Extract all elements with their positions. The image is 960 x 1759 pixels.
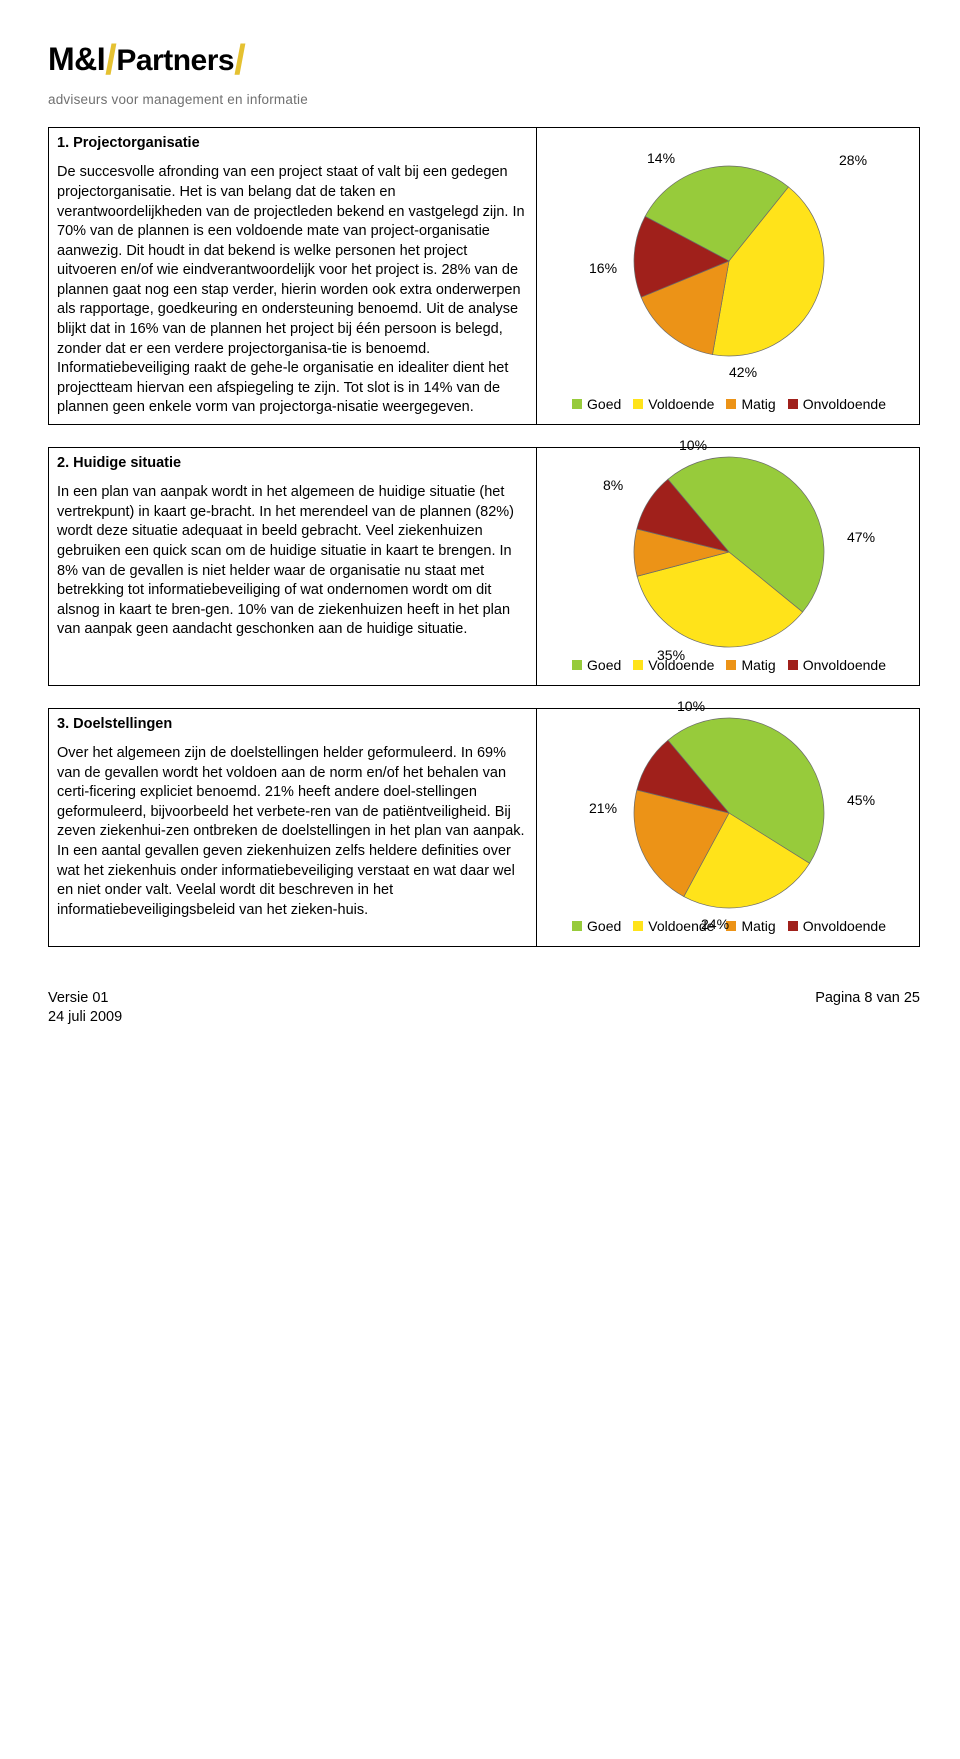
legend-item-goed: Goed [572,656,621,675]
page-footer: Versie 01 24 juli 2009 Pagina 8 van 25 [48,989,920,1028]
section-text-col: 2. Huidige situatie In een plan van aanpa… [49,448,537,685]
legend-item-onvoldoende: Onvoldoende [788,656,886,675]
logo-m: M [48,41,74,77]
logo-main: M&I/Partners/ [48,28,920,85]
section-chart-col: 45%24%21%10%GoedVoldoendeMatigOnvoldoend… [537,709,919,946]
logo-block: M&I/Partners/ adviseurs voor management … [48,28,920,109]
pie-label-matig: 16% [589,259,617,278]
footer-version: Versie 01 [48,989,122,1009]
legend-swatch-goed [572,921,582,931]
logo-slash: / [105,36,116,83]
section-title: 2. Huidige situatie [57,454,526,474]
pie-label-voldoende: 42% [729,363,757,382]
pie-label-onvoldoende: 10% [679,436,707,455]
legend-label-onvoldoende: Onvoldoende [803,917,886,936]
section-text-col: 3. Doelstellingen Over het algemeen zijn … [49,709,537,946]
logo-slash-2: / [234,36,245,83]
chart-legend: Goed Voldoende Matig Onvoldoende [543,391,915,420]
footer-left: Versie 01 24 juli 2009 [48,989,122,1028]
pie-label-voldoende: 35% [657,646,685,665]
legend-swatch-onvoldoende [788,660,798,670]
pie-wrap: 28% 42% 16% 14% [543,132,915,391]
section-chart-col: 47%35%8%10%GoedVoldoendeMatigOnvoldoende [537,448,919,685]
legend-label-goed: Goed [587,395,621,414]
legend-item-goed: Goed [572,917,621,936]
section-body: De succesvolle afronding van een project… [57,163,526,417]
legend-swatch-onvoldoende [788,399,798,409]
legend-swatch-matig [726,660,736,670]
page: M&I/Partners/ adviseurs voor management … [0,0,960,1052]
pie-chart: 45%24%21%10% [629,713,829,913]
legend-swatch-goed [572,660,582,670]
pie-label-voldoende: 24% [701,915,729,934]
pie-label-goed: 28% [839,151,867,170]
legend-item-matig: Matig [726,395,775,414]
legend-swatch-matig [726,399,736,409]
legend-swatch-voldoende [633,921,643,931]
chart-legend: GoedVoldoendeMatigOnvoldoende [543,652,915,681]
legend-swatch-goed [572,399,582,409]
legend-label-matig: Matig [741,917,775,936]
pie-wrap: 47%35%8%10% [543,452,915,652]
section-2: 2. Huidige situatie In een plan van aanpa… [48,447,920,686]
pie-wrap: 45%24%21%10% [543,713,915,913]
logo-partners: Partners [116,44,234,77]
section-body: In een plan van aanpak wordt in het alge… [57,483,526,640]
pie-label-onvoldoende: 14% [647,149,675,168]
legend-label-goed: Goed [587,917,621,936]
legend-label-onvoldoende: Onvoldoende [803,656,886,675]
legend-item-matig: Matig [726,656,775,675]
legend-swatch-voldoende [633,660,643,670]
pie-label-matig: 21% [589,799,617,818]
legend-label-matig: Matig [741,395,775,414]
section-title: 1. Projectorganisatie [57,134,526,154]
legend-item-onvoldoende: Onvoldoende [788,395,886,414]
pie-label-goed: 45% [847,791,875,810]
section-body: Over het algemeen zijn de doelstellingen… [57,744,526,920]
logo-amp: & [74,41,97,77]
legend-swatch-voldoende [633,399,643,409]
pie-label-matig: 8% [603,476,623,495]
logo-i: I [97,41,105,77]
footer-date: 24 juli 2009 [48,1008,122,1028]
pie-chart: 47%35%8%10% [629,452,829,652]
section-title: 3. Doelstellingen [57,715,526,735]
section-3: 3. Doelstellingen Over het algemeen zijn … [48,708,920,947]
section-text-col: 1. Projectorganisatie De succesvolle afro… [49,128,537,424]
legend-label-onvoldoende: Onvoldoende [803,395,886,414]
legend-label-voldoende: Voldoende [648,395,714,414]
pie-label-onvoldoende: 10% [677,697,705,716]
legend-swatch-onvoldoende [788,921,798,931]
pie-chart: 28%42%16%14% [629,161,829,361]
footer-page: Pagina 8 van 25 [815,989,920,1009]
section-1: 1. Projectorganisatie De succesvolle afro… [48,127,920,425]
logo-tagline: adviseurs voor management en informatie [48,91,920,109]
legend-label-goed: Goed [587,656,621,675]
section-chart-col: 28% 42% 16% 14% Goed Voldoende Matig Onvoldoend… [537,128,919,424]
pie-label-goed: 47% [847,528,875,547]
legend-item-onvoldoende: Onvoldoende [788,917,886,936]
legend-item-matig: Matig [726,917,775,936]
legend-item-goed: Goed [572,395,621,414]
legend-item-voldoende: Voldoende [633,395,714,414]
legend-label-matig: Matig [741,656,775,675]
